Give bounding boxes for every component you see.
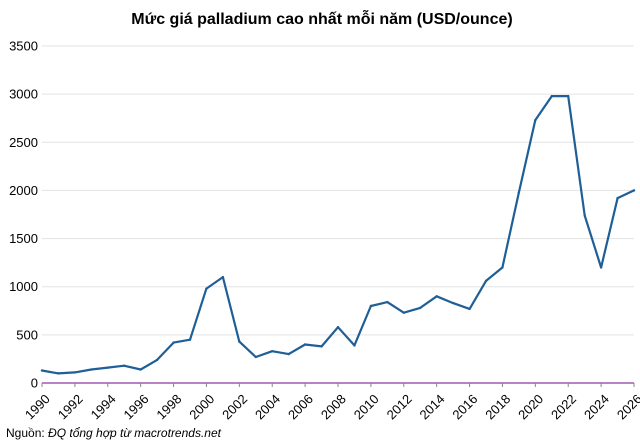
x-axis: 1990 1992 1994 1996 1998 2000 2002 2004 2006 2008… (22, 382, 640, 422)
data-point (221, 275, 225, 279)
data-point (287, 352, 290, 356)
data-point (567, 94, 570, 98)
chart-title: Mức giá palladium cao nhất mỗi năm (USD/… (131, 9, 512, 28)
series-line (40, 94, 636, 375)
x-tick-label: 2024 (581, 391, 612, 422)
y-tick-label: 500 (16, 327, 38, 342)
x-tick-label: 2012 (384, 391, 415, 422)
data-point (583, 214, 586, 217)
data-point (616, 196, 619, 200)
x-tick-label: 1994 (88, 391, 119, 422)
data-point (320, 345, 323, 348)
x-tick-label: 1990 (22, 391, 53, 422)
data-point (501, 266, 504, 269)
series-group (40, 94, 636, 375)
data-point (534, 118, 537, 122)
data-point (139, 368, 142, 371)
data-point (106, 366, 109, 369)
x-tick-label: 2008 (318, 391, 349, 422)
x-tick-label: 2000 (186, 391, 217, 422)
x-tick-label: 2026 (614, 391, 640, 422)
data-point (57, 372, 60, 375)
x-tick-label: 2022 (548, 391, 579, 422)
data-point (484, 279, 488, 283)
data-point (386, 300, 389, 304)
x-tick-label: 2014 (417, 391, 448, 422)
x-tick-label: 2004 (252, 391, 283, 422)
x-tick-label: 1996 (121, 391, 152, 422)
data-point (419, 306, 422, 310)
source-text: ĐQ tổng hợp từ macrotrends.net (48, 426, 221, 440)
y-tick-label: 3000 (9, 87, 38, 102)
gridlines (42, 45, 634, 336)
data-point (205, 287, 208, 290)
data-point (550, 94, 553, 98)
data-point (40, 369, 44, 372)
y-tick-label: 2500 (9, 135, 38, 150)
data-point (90, 368, 93, 371)
data-point (468, 307, 471, 311)
data-point (517, 191, 521, 194)
data-point (254, 355, 257, 359)
x-tick-label: 1998 (153, 391, 184, 422)
y-tick-label: 3500 (9, 39, 38, 54)
x-tick-label: 2018 (482, 391, 513, 422)
x-tick-label: 2006 (285, 391, 316, 422)
x-tick-label: 1992 (55, 391, 86, 422)
y-tick-label: 1000 (9, 279, 38, 294)
data-point (402, 311, 405, 314)
y-axis: 0 500 1000 1500 2000 2500 3000 3500 (9, 39, 38, 391)
data-point (369, 304, 373, 308)
x-tick-label: 2016 (449, 391, 480, 422)
data-point (353, 344, 356, 347)
data-point (451, 301, 455, 305)
source-note: Nguồn: ĐQ tổng hợp từ macrotrends.net (6, 426, 221, 440)
data-point (435, 295, 438, 298)
x-tick-label: 2010 (351, 391, 382, 422)
data-point (271, 350, 274, 353)
x-tick-label: 2002 (219, 391, 250, 422)
source-prefix: Nguồn: (6, 426, 49, 440)
data-point (599, 266, 603, 269)
data-point (188, 338, 192, 341)
x-tick-label: 2020 (515, 391, 546, 422)
y-tick-label: 1500 (9, 231, 38, 246)
data-point (303, 343, 307, 346)
data-point (123, 364, 126, 367)
data-point (336, 325, 340, 329)
data-point (73, 371, 77, 374)
data-point (238, 340, 241, 343)
data-point (155, 358, 159, 362)
y-tick-label: 0 (31, 376, 38, 391)
data-point (632, 189, 636, 192)
data-point (172, 341, 175, 344)
y-tick-label: 2000 (9, 183, 38, 198)
